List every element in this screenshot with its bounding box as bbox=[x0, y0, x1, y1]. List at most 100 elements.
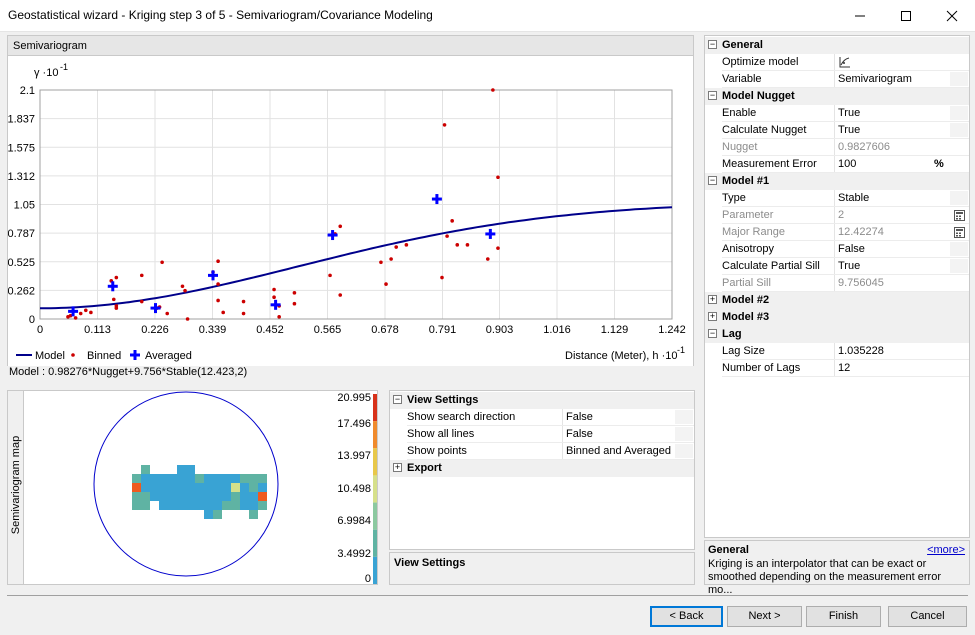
property-row[interactable]: Show all lines False bbox=[390, 426, 694, 443]
property-description-text: Kriging is an interpolator that can be e… bbox=[708, 558, 941, 596]
dropdown-icon[interactable] bbox=[950, 106, 968, 120]
property-row[interactable]: Nugget 0.9827606 bbox=[705, 139, 969, 156]
property-value[interactable]: 9.756045 bbox=[838, 277, 884, 289]
category-view-settings[interactable]: − View Settings bbox=[390, 392, 694, 409]
property-value[interactable]: False bbox=[838, 243, 865, 255]
category-lag[interactable]: − Lag bbox=[705, 326, 969, 343]
optimize-model-icon[interactable] bbox=[838, 56, 851, 71]
averaged-point bbox=[270, 299, 281, 310]
close-icon[interactable] bbox=[929, 0, 975, 32]
property-row[interactable]: Calculate Nugget True bbox=[705, 122, 969, 139]
property-name: Enable bbox=[722, 107, 757, 119]
property-row[interactable]: Number of Lags 12 bbox=[705, 360, 969, 377]
y-axis-label: γ ·10 bbox=[34, 67, 58, 79]
collapse-icon[interactable]: − bbox=[393, 394, 402, 404]
dropdown-icon[interactable] bbox=[950, 123, 968, 137]
property-row[interactable]: Show points Binned and Averaged bbox=[390, 443, 694, 460]
property-row[interactable]: Enable True bbox=[705, 105, 969, 122]
property-row[interactable]: Partial Sill 9.756045 bbox=[705, 275, 969, 292]
property-value[interactable]: True bbox=[838, 260, 861, 272]
dropdown-icon[interactable] bbox=[950, 72, 968, 86]
property-row[interactable]: Show search direction False bbox=[390, 409, 694, 426]
binned-point bbox=[338, 224, 343, 229]
property-row[interactable]: Lag Size 1.035228 bbox=[705, 343, 969, 360]
property-value[interactable]: True bbox=[838, 124, 861, 136]
expand-icon[interactable]: + bbox=[393, 462, 402, 472]
semivariogram-map[interactable]: 20.995 17.496 13.997 10.498 6.9984 3.4992 0 bbox=[24, 390, 378, 585]
property-name: Calculate Partial Sill bbox=[722, 260, 820, 272]
dropdown-icon[interactable] bbox=[675, 427, 693, 441]
x-tick-label: 0.226 bbox=[141, 324, 169, 336]
binned-point bbox=[241, 311, 246, 316]
model-properties-grid[interactable]: − General Optimize model Variable Semivariog… bbox=[704, 35, 970, 538]
finish-button[interactable]: Finish bbox=[806, 606, 881, 627]
y-tick-label: 0 bbox=[29, 314, 35, 326]
property-value[interactable]: 12.42274 bbox=[838, 226, 884, 238]
property-row[interactable]: Optimize model bbox=[705, 54, 969, 71]
y-tick-label: 0.262 bbox=[8, 285, 35, 297]
collapse-icon[interactable]: − bbox=[708, 175, 717, 185]
expand-icon[interactable]: + bbox=[708, 311, 717, 321]
dropdown-icon[interactable] bbox=[675, 410, 693, 424]
category-general[interactable]: − General bbox=[705, 37, 969, 54]
minimize-icon[interactable] bbox=[837, 0, 883, 32]
next-button[interactable]: Next > bbox=[727, 606, 802, 627]
map-side-tab[interactable]: Semivariogram map bbox=[7, 390, 24, 585]
back-button[interactable]: < Back bbox=[650, 606, 723, 627]
category-export[interactable]: + Export bbox=[390, 460, 694, 477]
property-row[interactable]: Calculate Partial Sill True bbox=[705, 258, 969, 275]
maximize-icon[interactable] bbox=[883, 0, 929, 32]
property-row[interactable]: Type Stable bbox=[705, 190, 969, 207]
map-cell bbox=[204, 483, 213, 492]
property-row[interactable]: Parameter 2 bbox=[705, 207, 969, 224]
calculator-icon[interactable] bbox=[954, 210, 965, 224]
property-value[interactable]: False bbox=[566, 428, 593, 440]
expand-icon[interactable]: + bbox=[708, 294, 717, 304]
map-cell bbox=[258, 474, 267, 483]
collapse-icon[interactable]: − bbox=[708, 39, 717, 49]
property-value[interactable]: 0.9827606 bbox=[838, 141, 890, 153]
dropdown-icon[interactable] bbox=[950, 242, 968, 256]
category-model-nugget[interactable]: − Model Nugget bbox=[705, 88, 969, 105]
view-settings-grid[interactable]: − View Settings Show search direction Fal… bbox=[389, 390, 695, 550]
scale-segment bbox=[373, 421, 378, 449]
property-value[interactable]: Binned and Averaged bbox=[566, 445, 671, 457]
dropdown-icon[interactable] bbox=[950, 259, 968, 273]
more-link[interactable]: <more> bbox=[927, 544, 965, 556]
property-value[interactable]: True bbox=[838, 107, 861, 119]
dropdown-icon[interactable] bbox=[675, 444, 693, 458]
property-value[interactable]: 12 bbox=[838, 362, 851, 374]
property-row[interactable]: Measurement Error 100% bbox=[705, 156, 969, 173]
category-model3[interactable]: + Model #3 bbox=[705, 309, 969, 326]
property-row[interactable]: Major Range 12.42274 bbox=[705, 224, 969, 241]
x-tick-label: 1.129 bbox=[601, 324, 629, 336]
property-value[interactable]: Stable bbox=[838, 192, 870, 204]
property-value[interactable]: Semivariogram bbox=[838, 73, 912, 85]
binned-point bbox=[496, 246, 500, 250]
property-value[interactable]: 2 bbox=[838, 209, 845, 221]
map-cell bbox=[177, 474, 186, 483]
map-cell bbox=[222, 501, 231, 510]
category-model2[interactable]: + Model #2 bbox=[705, 292, 969, 309]
map-cell bbox=[204, 474, 213, 483]
dropdown-icon[interactable] bbox=[950, 191, 968, 205]
search-circle bbox=[93, 391, 279, 577]
semivariogram-chart[interactable]: 0 0.113 0.226 0.339 0.452 0.565 0.678 0.791 0.90… bbox=[7, 56, 694, 366]
collapse-icon[interactable]: − bbox=[708, 90, 717, 100]
category-model1[interactable]: − Model #1 bbox=[705, 173, 969, 190]
y-tick-label: 0.525 bbox=[8, 257, 35, 269]
map-cell bbox=[159, 474, 168, 483]
property-value[interactable]: 100 bbox=[838, 158, 857, 170]
collapse-icon[interactable]: − bbox=[708, 328, 717, 338]
map-cell bbox=[159, 492, 168, 501]
averaged-point bbox=[485, 228, 496, 239]
calculator-icon[interactable] bbox=[954, 227, 965, 241]
property-value[interactable]: False bbox=[566, 411, 593, 423]
property-row[interactable]: Variable Semivariogram bbox=[705, 71, 969, 88]
map-cell bbox=[195, 501, 204, 510]
scale-segment bbox=[373, 475, 378, 503]
cancel-button[interactable]: Cancel bbox=[888, 606, 967, 627]
property-value[interactable]: 1.035228 bbox=[838, 345, 884, 357]
property-row[interactable]: Anisotropy False bbox=[705, 241, 969, 258]
scale-segment bbox=[373, 394, 378, 422]
